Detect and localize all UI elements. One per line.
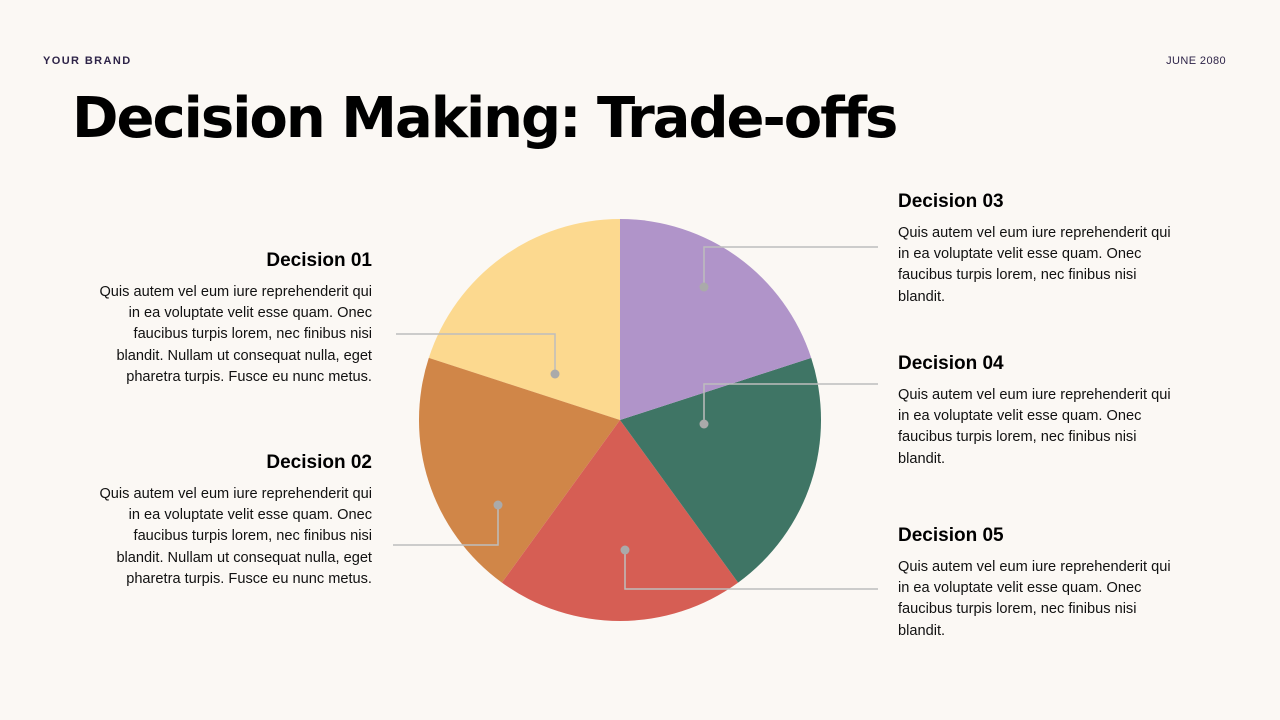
- pie-slice-decision-05[interactable]: [501, 420, 739, 621]
- decision-03-heading: Decision 03: [898, 191, 1004, 212]
- brand-label: YOUR BRAND: [43, 55, 132, 67]
- pie-slice-decision-04[interactable]: [620, 357, 822, 583]
- marker-decision-03: [699, 282, 709, 292]
- page-title: Decision Making: Trade-offs: [72, 86, 898, 151]
- marker-decision-02: [493, 500, 503, 510]
- marker-decision-04: [699, 419, 709, 429]
- decision-05-block: Decision 05 Quis autem vel eum iure repr…: [898, 525, 1176, 642]
- decision-02-text: Quis autem vel eum iure reprehenderit qu…: [99, 486, 372, 587]
- decision-05-heading: Decision 05: [898, 525, 1004, 546]
- decision-04-text: Quis autem vel eum iure reprehenderit qu…: [898, 387, 1171, 467]
- decision-02-heading: Decision 02: [266, 452, 372, 473]
- pie-slice-decision-02[interactable]: [418, 357, 620, 583]
- decision-03-text: Quis autem vel eum iure reprehenderit qu…: [898, 225, 1171, 305]
- marker-decision-01: [550, 369, 560, 379]
- decision-05-text: Quis autem vel eum iure reprehenderit qu…: [898, 559, 1171, 639]
- decision-01-heading: Decision 01: [266, 250, 372, 271]
- connector-decision-02: [393, 506, 499, 546]
- pie-slice-decision-03[interactable]: [620, 219, 812, 420]
- decision-04-heading: Decision 04: [898, 353, 1004, 374]
- decision-01-text: Quis autem vel eum iure reprehenderit qu…: [99, 284, 372, 385]
- decision-01-block: Decision 01 Quis autem vel eum iure repr…: [96, 250, 372, 388]
- decision-02-block: Decision 02 Quis autem vel eum iure repr…: [96, 452, 372, 590]
- decision-04-block: Decision 04 Quis autem vel eum iure repr…: [898, 353, 1176, 470]
- connector-decision-01: [396, 333, 556, 372]
- connector-decision-05: [624, 551, 878, 590]
- pie-slice-decision-01[interactable]: [428, 219, 620, 420]
- marker-decision-05: [620, 545, 630, 555]
- decision-03-block: Decision 03 Quis autem vel eum iure repr…: [898, 191, 1176, 308]
- connector-decision-04: [703, 383, 878, 423]
- connector-decision-03: [703, 246, 878, 286]
- date-label: JUNE 2080: [1166, 55, 1226, 67]
